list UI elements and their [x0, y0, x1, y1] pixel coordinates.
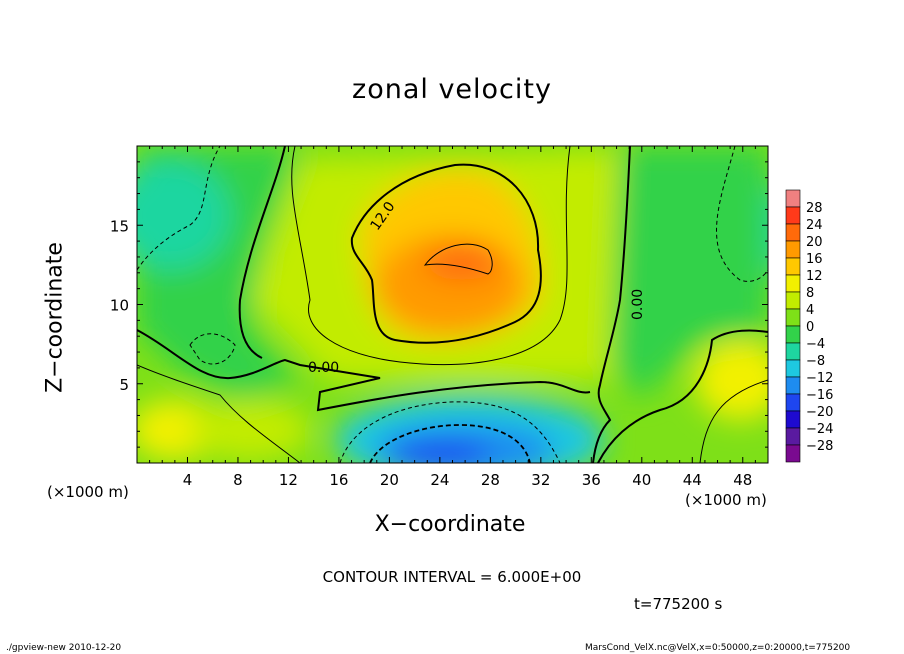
colorbar-label: −8 [806, 354, 825, 369]
colorbar-segment [785, 342, 801, 361]
time-label: t=775200 s [634, 595, 723, 613]
field-jet-core [424, 244, 500, 280]
x-tick-label: 32 [531, 471, 550, 489]
colorbar: 28 24 20 16 12 8 4 0 −4 −8 −12 −16 −20 −24 −28 [785, 189, 833, 463]
contour-0-left [137, 329, 591, 412]
colorbar-label: −24 [806, 422, 833, 437]
x-tick-label: 20 [380, 471, 399, 489]
contour-6-bottomleft [137, 364, 301, 463]
x-tick-label: 8 [233, 471, 243, 489]
colorbar-segment [785, 393, 801, 412]
contour-neg-small [189, 333, 236, 365]
y-tick-label: 5 [119, 376, 129, 394]
footer-right: MarsCond_VelX.nc@VelX,x=0:50000,z=0:2000… [585, 643, 851, 653]
colorbar-label: 12 [806, 269, 823, 284]
x-tick-label: 12 [279, 471, 298, 489]
y-tick-label: 15 [110, 217, 129, 235]
footer-left: ./gpview-new 2010-12-20 [6, 643, 122, 653]
colorbar-segment [785, 291, 801, 310]
colorbar-label: 16 [806, 252, 823, 267]
colorbar-segment [785, 444, 801, 463]
colorbar-segment [785, 240, 801, 259]
contour-neg-topright [716, 146, 768, 282]
contour-0-right [592, 146, 631, 463]
x-tick-label: 40 [632, 471, 651, 489]
colorbar-label: −28 [806, 439, 833, 454]
colorbar-label: −4 [806, 337, 825, 352]
x-tick-label: 24 [430, 471, 449, 489]
x-tick-label: 36 [582, 471, 601, 489]
chart-title: zonal velocity [352, 74, 552, 105]
colorbar-label: −20 [806, 405, 833, 420]
colorbar-segment [785, 189, 801, 208]
field-pos-bottomleft2 [190, 400, 310, 460]
x-tick-label: 44 [683, 471, 702, 489]
colorbar-label: −16 [806, 388, 833, 403]
contour-lines [137, 146, 768, 463]
field-neg-right [610, 146, 768, 400]
colorbar-segment [785, 410, 801, 429]
colorbar-segment [785, 325, 801, 344]
colorbar-segment [785, 257, 801, 276]
colorbar-label: 8 [806, 286, 814, 301]
colorbar-segment [785, 274, 801, 293]
contour-label-0-left: 0.00 [308, 360, 339, 376]
x-unit-left: (×1000 m) [47, 483, 129, 501]
contour-18 [423, 243, 493, 275]
x-tick-label: 16 [329, 471, 348, 489]
contour-6 [291, 146, 571, 366]
colorbar-segment [785, 308, 801, 327]
field-neg-topleft [137, 160, 230, 270]
colorbar-label: 28 [806, 201, 823, 216]
x-tick-label: 48 [733, 471, 752, 489]
x-axis-label: X−coordinate [374, 512, 526, 537]
colorbar-segment [785, 223, 801, 242]
x-tick-label: 28 [481, 471, 500, 489]
contour-label-0-right: 0.00 [630, 289, 646, 320]
x-tick-label: 4 [183, 471, 193, 489]
contour-12 [350, 163, 542, 344]
colorbar-segment [785, 359, 801, 378]
contour-neg6 [339, 401, 561, 463]
colorbar-segment [785, 206, 801, 225]
colorbar-label: 20 [806, 235, 823, 250]
y-tick-label: 10 [110, 297, 129, 315]
plot-area [137, 146, 768, 463]
contour-interval: CONTOUR INTERVAL = 6.000E+00 [322, 568, 582, 586]
contour-0-upper [238, 146, 286, 359]
contour-6-bottomright [699, 379, 768, 463]
field-neg-bottom-core [390, 441, 490, 463]
colorbar-label: 24 [806, 218, 823, 233]
x-unit-right: (×1000 m) [685, 491, 767, 509]
colorbar-label: −12 [806, 371, 833, 386]
color-field [137, 146, 768, 463]
colorbar-segment [785, 427, 801, 446]
colorbar-segment [785, 376, 801, 395]
field-pos-bottomright [695, 340, 768, 420]
contour-neg-topleft [137, 146, 221, 271]
colorbar-label: 0 [806, 320, 814, 335]
colorbar-label: 4 [806, 303, 814, 318]
contour-0-bottomright [597, 329, 768, 463]
